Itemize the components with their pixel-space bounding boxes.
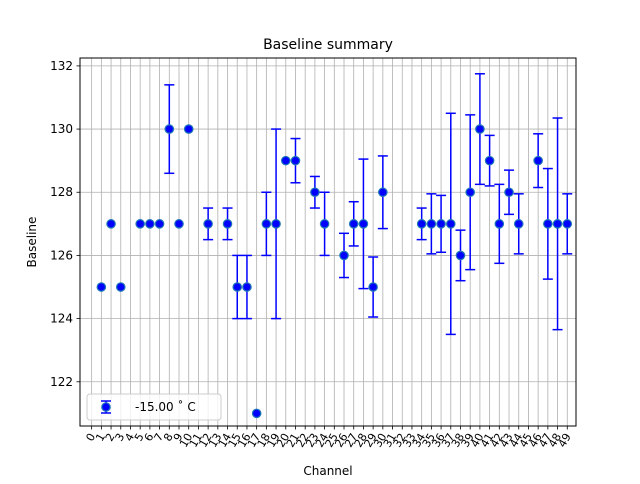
data-point <box>339 250 349 261</box>
x-tick-label: 30 <box>371 431 389 450</box>
data-point <box>222 219 233 229</box>
x-tick-label: 12 <box>196 431 214 450</box>
y-tick-label: 122 <box>50 375 73 389</box>
legend: -15.00 ˚ C <box>86 393 222 421</box>
data-point <box>145 219 155 229</box>
x-tick-label: 46 <box>526 431 544 450</box>
data-point <box>251 408 262 419</box>
x-tick-label: 37 <box>439 431 457 450</box>
plot-frame <box>79 57 577 427</box>
data-point <box>280 155 291 166</box>
x-tick-label: 21 <box>284 431 302 450</box>
data-point <box>426 219 437 229</box>
data-series <box>96 73 573 419</box>
data-point <box>290 155 301 166</box>
data-point <box>533 155 543 166</box>
data-point <box>115 282 126 292</box>
x-tick-label: 27 <box>342 431 360 450</box>
data-point <box>358 219 369 229</box>
axes: 0123456789101112131415161718192021222324… <box>50 59 574 450</box>
y-tick-label: 124 <box>50 312 73 326</box>
x-tick-label: 14 <box>216 431 234 450</box>
x-tick-label: 45 <box>517 431 535 450</box>
data-point <box>183 124 194 134</box>
x-tick-label: 28 <box>352 431 370 450</box>
x-tick-label: 25 <box>323 431 341 450</box>
legend-marker <box>101 400 111 414</box>
data-point <box>271 219 281 229</box>
data-point <box>368 282 378 292</box>
x-tick-label: 24 <box>313 431 331 450</box>
y-tick-label: 130 <box>50 122 73 136</box>
legend-point <box>101 402 111 412</box>
x-tick-label: 31 <box>381 431 399 450</box>
x-tick-label: 11 <box>187 431 205 450</box>
x-tick-label: 10 <box>177 431 195 450</box>
x-tick-label: 42 <box>488 431 506 450</box>
x-tick-label: 22 <box>294 431 312 450</box>
data-point <box>562 219 573 229</box>
data-point <box>261 219 272 229</box>
data-point <box>164 124 175 134</box>
data-point <box>242 282 252 292</box>
x-tick-label: 17 <box>245 431 263 450</box>
x-axis-label: Channel <box>303 464 352 478</box>
x-tick-label: 43 <box>497 431 515 450</box>
data-point <box>465 187 475 198</box>
data-point <box>203 219 213 229</box>
data-point <box>348 219 359 229</box>
y-axis-label: Baseline <box>25 217 39 268</box>
data-point <box>552 219 563 229</box>
x-tick-label: 23 <box>303 431 321 450</box>
data-point <box>455 250 466 261</box>
data-point <box>135 219 145 229</box>
data-point <box>484 155 495 166</box>
x-tick-label: 38 <box>449 431 467 450</box>
legend-entry-label: -15.00 ˚ C <box>135 399 196 414</box>
data-point <box>445 219 456 229</box>
data-point <box>543 219 553 229</box>
y-tick-label: 128 <box>50 185 73 199</box>
x-tick-label: 36 <box>429 431 447 450</box>
data-point <box>106 219 116 229</box>
x-tick-label: 40 <box>468 431 486 450</box>
x-tick-label: 49 <box>556 431 574 450</box>
data-point <box>96 282 107 292</box>
x-tick-label: 15 <box>226 431 244 450</box>
data-point <box>436 219 446 229</box>
x-tick-label: 44 <box>507 431 525 450</box>
data-point <box>416 219 427 229</box>
chart-title: Baseline summary <box>263 37 393 53</box>
data-point <box>494 219 505 229</box>
x-tick-label: 32 <box>391 431 409 450</box>
data-point <box>174 219 184 229</box>
x-tick-label: 26 <box>332 431 350 450</box>
y-tick-label: 126 <box>50 248 73 262</box>
x-tick-label: 41 <box>478 431 496 450</box>
data-point <box>504 187 514 198</box>
y-tick-label: 132 <box>50 59 73 73</box>
x-tick-label: 34 <box>410 431 428 450</box>
x-tick-label: 48 <box>546 431 564 450</box>
data-point <box>378 187 388 198</box>
x-tick-label: 33 <box>400 431 418 450</box>
data-point <box>154 219 165 229</box>
legend-box <box>86 393 222 421</box>
data-point <box>513 219 524 229</box>
data-point <box>310 187 320 198</box>
data-point <box>232 282 243 292</box>
x-tick-label: 35 <box>420 431 438 450</box>
x-tick-label: 47 <box>536 431 554 450</box>
x-tick-label: 16 <box>235 431 253 450</box>
x-tick-label: 39 <box>459 431 477 450</box>
x-tick-label: 18 <box>255 431 273 450</box>
data-point <box>475 124 485 134</box>
data-point <box>319 219 330 229</box>
x-tick-label: 29 <box>361 431 379 450</box>
x-tick-label: 13 <box>206 431 224 450</box>
x-tick-label: 19 <box>264 431 282 450</box>
x-tick-label: 20 <box>274 431 292 450</box>
